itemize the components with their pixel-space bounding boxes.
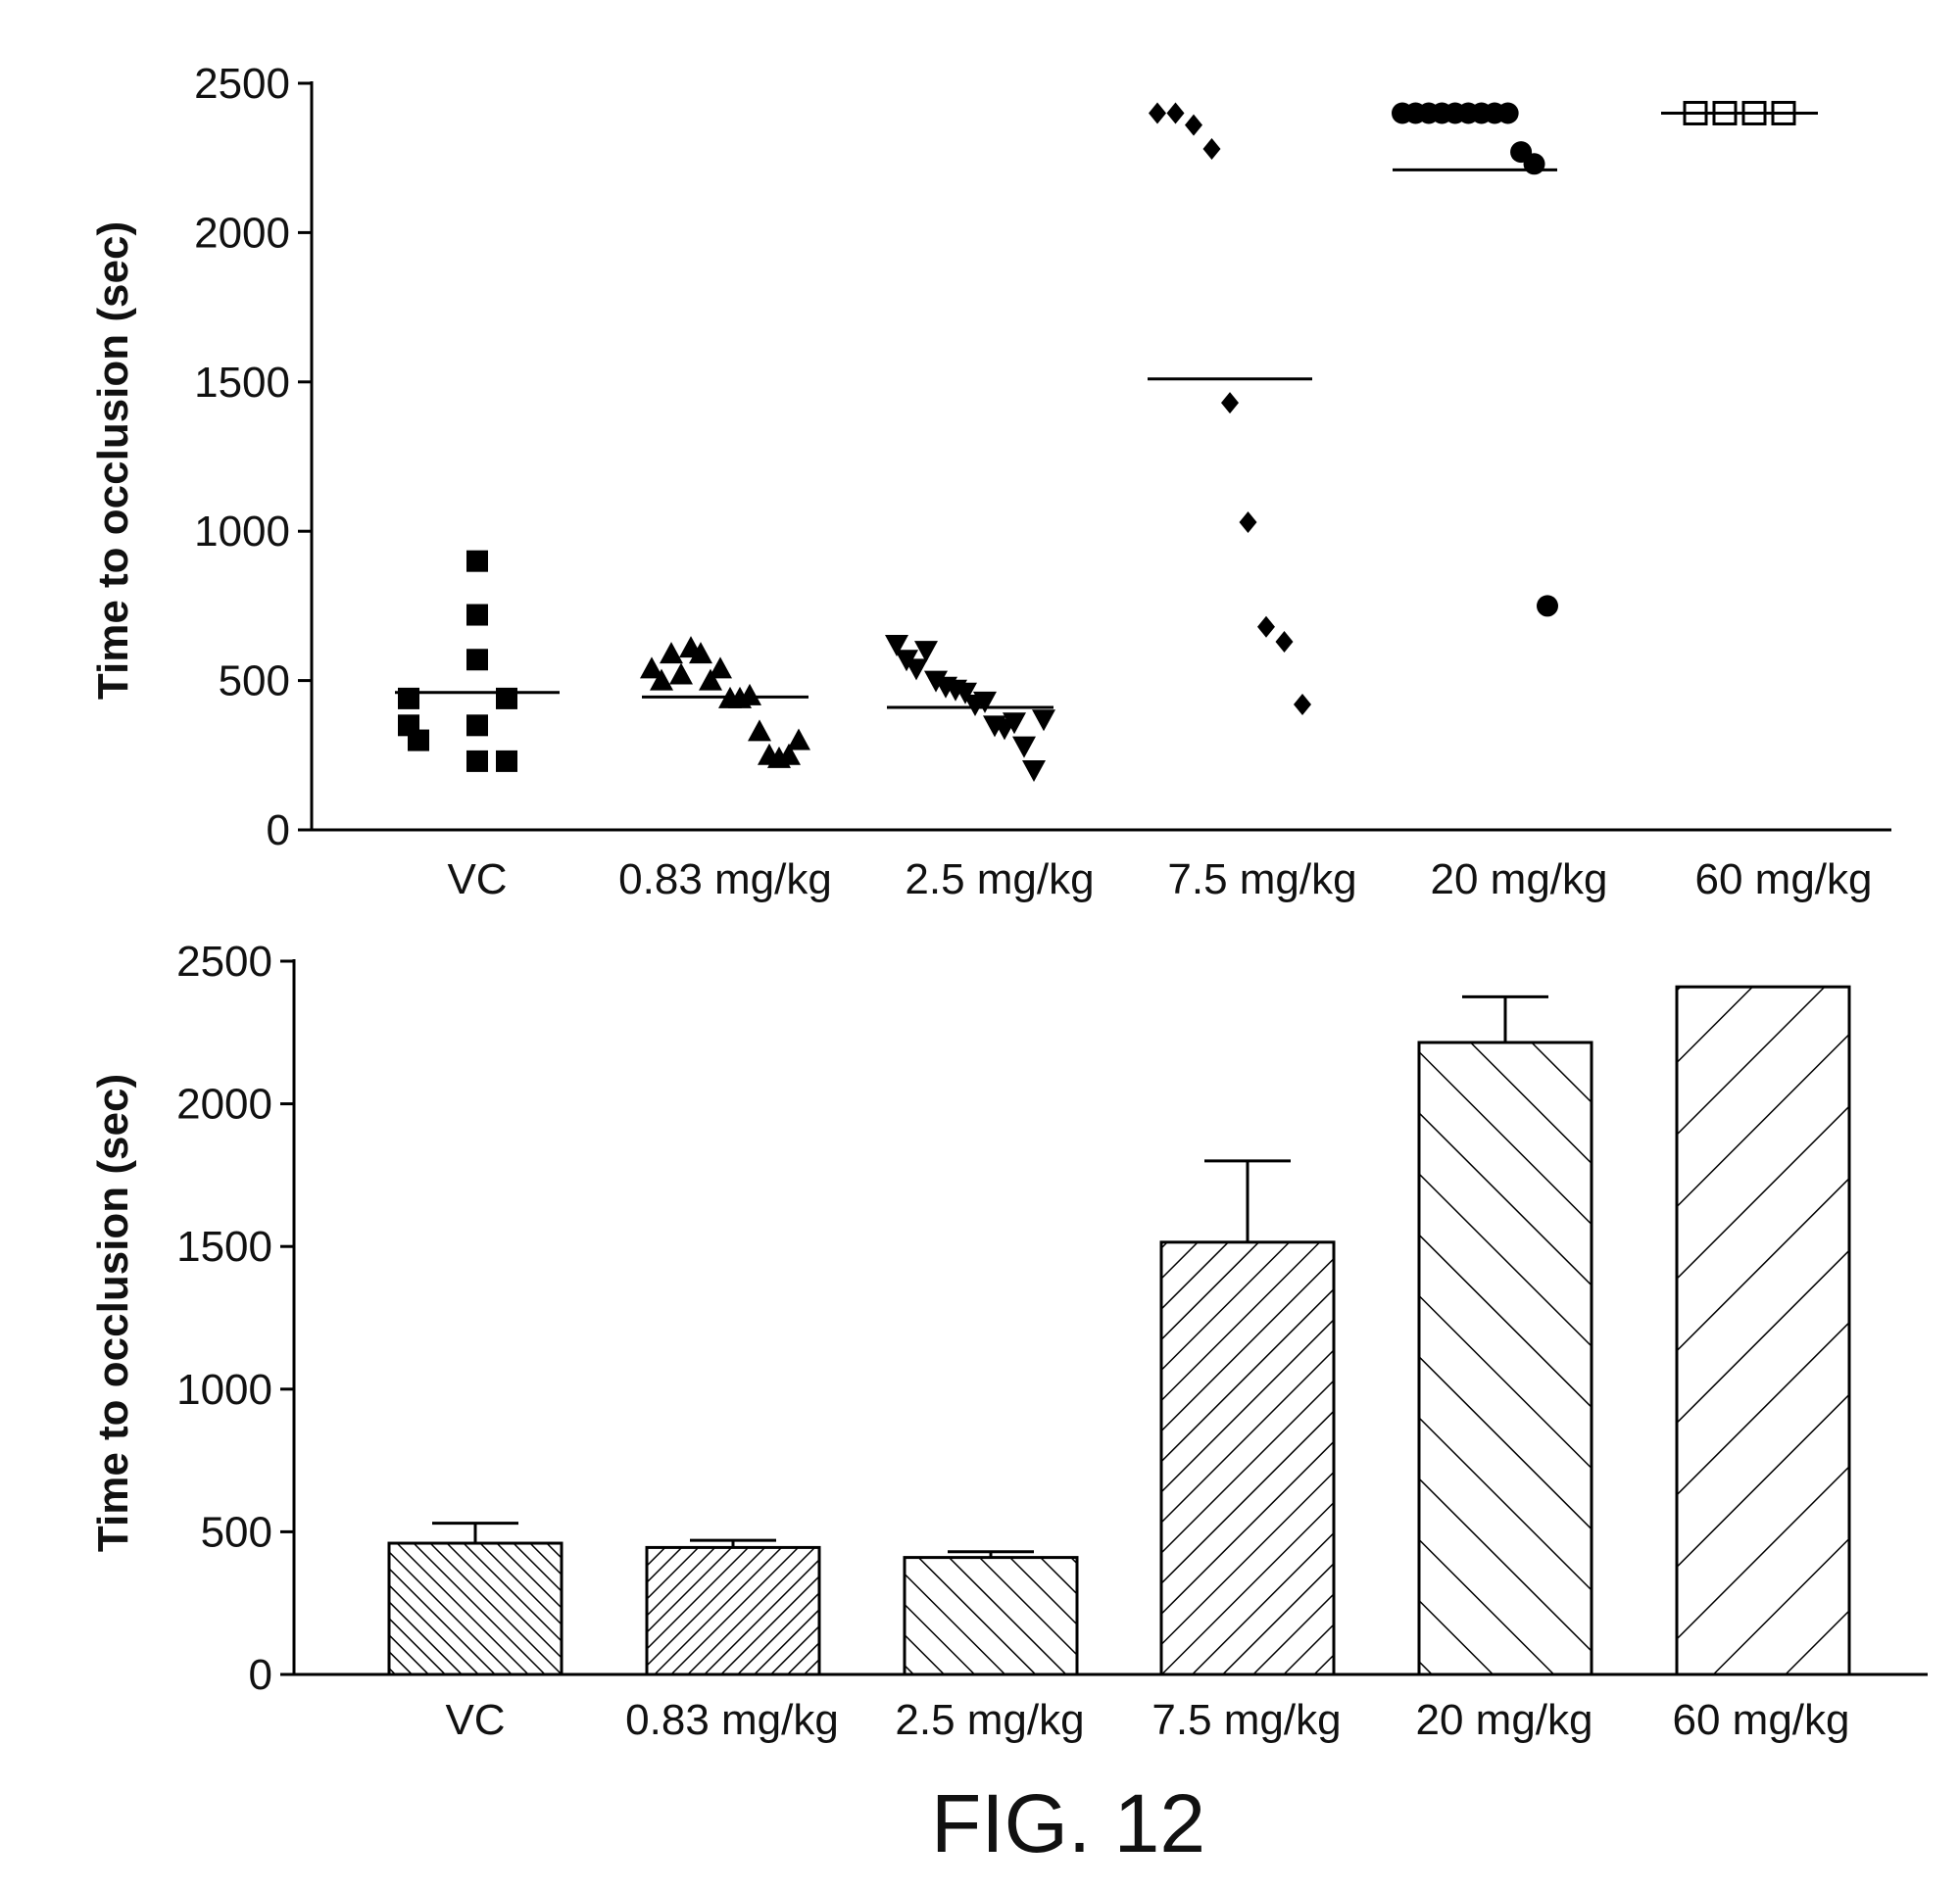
bar: [647, 1547, 819, 1674]
bar-x-tick-label: 60 mg/kg: [1673, 1696, 1850, 1744]
scatter-y-tick-label: 1000: [194, 508, 290, 556]
bar-y-tick-label: 0: [249, 1651, 272, 1699]
bar-x-tick-label: 2.5 mg/kg: [895, 1696, 1084, 1744]
bar-x-tick-label: 7.5 mg/kg: [1152, 1696, 1341, 1744]
bar-y-tick-label: 1000: [176, 1366, 272, 1414]
scatter-point: [496, 751, 517, 772]
scatter-y-axis-title: Time to occlusion (sec): [89, 221, 137, 700]
scatter-x-tick-label: 2.5 mg/kg: [905, 855, 1094, 903]
scatter-point: [1294, 694, 1311, 715]
scatter-point: [709, 656, 732, 678]
scatter-point: [1537, 595, 1558, 616]
scatter-point: [466, 649, 488, 670]
scatter-point: [496, 688, 517, 709]
scatter-point: [1012, 737, 1036, 758]
scatter-x-tick-label: 0.83 mg/kg: [618, 855, 832, 903]
figure-caption: FIG. 12: [931, 1777, 1205, 1869]
scatter-point: [1032, 709, 1055, 731]
scatter-plot-panel: 0 500 1000 1500 2000 2500 VC 0.83 mg/kg 2.5 mg/k…: [89, 60, 1891, 903]
scatter-point: [1221, 392, 1239, 413]
scatter-point: [787, 729, 810, 751]
bar: [905, 1558, 1077, 1674]
bar-x-tick-label: VC: [445, 1696, 505, 1744]
scatter-point: [1022, 760, 1046, 782]
bar-chart-panel: 0 500 1000 1500 2000 2500 VC 0.83 mg/kg 2.5 mg/k…: [89, 938, 1928, 1744]
scatter-y-tick-label: 2000: [194, 209, 290, 257]
scatter-point: [1257, 616, 1275, 638]
scatter-x-tick-label: 20 mg/kg: [1431, 855, 1608, 903]
scatter-point: [408, 730, 429, 751]
scatter-point: [1276, 631, 1294, 653]
scatter-point: [1524, 153, 1545, 174]
bar-y-tick-label: 2000: [176, 1081, 272, 1129]
scatter-point: [748, 719, 771, 741]
bar-y-axis-title: Time to occlusion (sec): [89, 1074, 137, 1552]
scatter-x-tick-label: VC: [447, 855, 507, 903]
scatter-y-tick-label: 500: [219, 657, 290, 705]
scatter-y-tick-label: 0: [267, 806, 290, 854]
scatter-point: [1149, 102, 1166, 123]
bar-x-tick-label: 0.83 mg/kg: [625, 1696, 839, 1744]
scatter-y-tick-label: 2500: [194, 60, 290, 108]
scatter-axes: 0 500 1000 1500 2000 2500 VC 0.83 mg/kg 2.5 mg/k…: [194, 60, 1891, 903]
scatter-point: [660, 642, 683, 663]
bar-marks: [389, 987, 1849, 1674]
bar: [1161, 1242, 1334, 1674]
scatter-point: [1497, 102, 1519, 123]
scatter-point: [669, 663, 693, 685]
scatter-x-tick-label: 7.5 mg/kg: [1167, 855, 1356, 903]
bar: [1677, 987, 1849, 1674]
scatter-point: [466, 551, 488, 572]
scatter-point: [466, 605, 488, 626]
bar: [389, 1543, 562, 1674]
bar: [1419, 1042, 1592, 1674]
scatter-x-tick-label: 60 mg/kg: [1695, 855, 1873, 903]
scatter-marks: [395, 102, 1818, 782]
scatter-point: [1167, 102, 1185, 123]
bar-y-tick-label: 2500: [176, 938, 272, 986]
scatter-point: [1240, 511, 1257, 533]
scatter-point: [466, 751, 488, 772]
bar-y-tick-label: 1500: [176, 1223, 272, 1271]
scatter-point: [1203, 138, 1221, 160]
scatter-point: [905, 658, 928, 680]
scatter-point: [1185, 115, 1202, 136]
scatter-point: [398, 688, 419, 709]
bar-y-tick-label: 500: [201, 1508, 272, 1556]
scatter-point: [466, 714, 488, 736]
bar-x-tick-label: 20 mg/kg: [1416, 1696, 1593, 1744]
scatter-y-tick-label: 1500: [194, 359, 290, 407]
